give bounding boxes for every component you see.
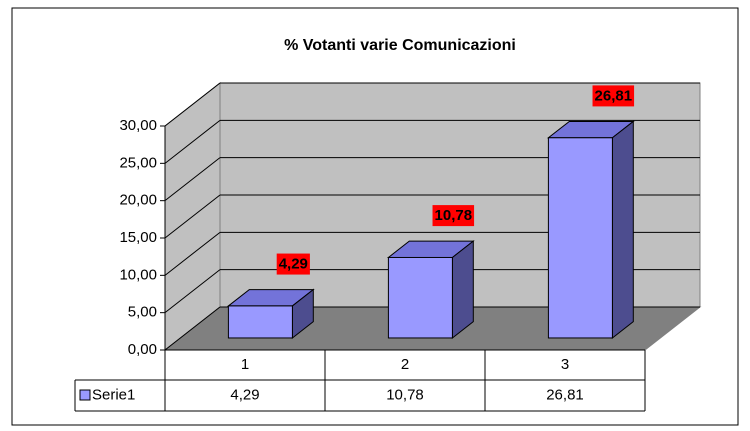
bar-side bbox=[451, 240, 474, 339]
data-label-bg bbox=[432, 205, 475, 227]
grid-line-side bbox=[164, 269, 221, 314]
table-value: 10,78 bbox=[386, 386, 424, 403]
legend-swatch bbox=[79, 389, 91, 401]
data-label-bg bbox=[592, 85, 635, 107]
data-label: 10,78 bbox=[435, 207, 473, 224]
y-tick-label: 30,00 bbox=[119, 117, 157, 134]
table-value: 26,81 bbox=[546, 386, 584, 403]
legend-label: Serie1 bbox=[92, 386, 135, 403]
table-value: 4,29 bbox=[230, 386, 259, 403]
y-tick-label: 5,00 bbox=[128, 304, 157, 321]
y-tick-label: 0,00 bbox=[128, 341, 157, 358]
grid-line-side bbox=[164, 157, 221, 202]
y-tick-label: 15,00 bbox=[119, 229, 157, 246]
bar bbox=[547, 137, 613, 339]
x-tick-label: 1 bbox=[241, 356, 249, 373]
y-tick-label: 20,00 bbox=[119, 192, 157, 209]
y-tick-label: 10,00 bbox=[119, 266, 157, 283]
bar bbox=[227, 305, 293, 339]
grid-line-side bbox=[164, 231, 221, 276]
grid-line-side bbox=[164, 119, 221, 164]
bar bbox=[387, 256, 453, 339]
data-label: 4,29 bbox=[279, 256, 308, 273]
chart-title: % Votanti varie Comunicazioni bbox=[284, 37, 516, 54]
bar-side bbox=[611, 120, 634, 339]
grid-line-side bbox=[164, 82, 221, 127]
data-label: 26,81 bbox=[595, 87, 633, 104]
y-tick-label: 25,00 bbox=[119, 154, 157, 171]
x-tick-label: 3 bbox=[561, 356, 569, 373]
data-label-bg bbox=[276, 253, 310, 275]
grid-line-side bbox=[164, 306, 221, 351]
grid-line-side bbox=[164, 194, 221, 239]
x-tick-label: 2 bbox=[401, 356, 409, 373]
